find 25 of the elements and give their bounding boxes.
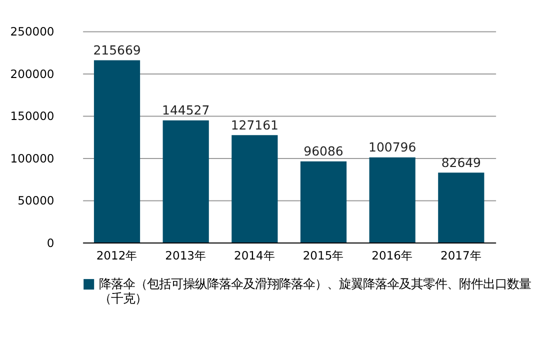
data-label: 96086 — [304, 144, 344, 159]
x-tick-label: 2015年 — [302, 248, 344, 262]
y-tick-label: 150000 — [10, 109, 54, 124]
x-tick-label: 2013年 — [165, 248, 206, 262]
x-tick-label: 2016年 — [372, 248, 413, 262]
y-tick-label: 50000 — [18, 194, 54, 208]
data-label: 144527 — [162, 102, 210, 118]
data-label: 215669 — [93, 42, 141, 58]
y-tick-label: 250000 — [10, 24, 54, 39]
x-tick-label: 2017年 — [440, 248, 482, 262]
bar — [162, 120, 209, 243]
bar — [232, 135, 278, 243]
x-tick-label: 2012年 — [96, 248, 138, 262]
bar — [300, 161, 347, 243]
y-tick-label: 100000 — [10, 151, 54, 166]
data-label: 82649 — [441, 154, 482, 170]
x-tick-label: 2014年 — [234, 248, 276, 262]
data-label: 127161 — [230, 117, 278, 132]
y-tick-label: 200000 — [10, 66, 54, 81]
bar — [94, 60, 140, 243]
data-label: 100796 — [368, 140, 416, 155]
legend-label: 降落伞（包括可操纵降落伞及滑翔降落伞）、旋翼降落伞及其零件、附件出口数量（千克） — [98, 276, 531, 306]
bar — [369, 157, 416, 243]
y-tick-label: 0 — [46, 236, 54, 250]
bar — [438, 172, 484, 243]
